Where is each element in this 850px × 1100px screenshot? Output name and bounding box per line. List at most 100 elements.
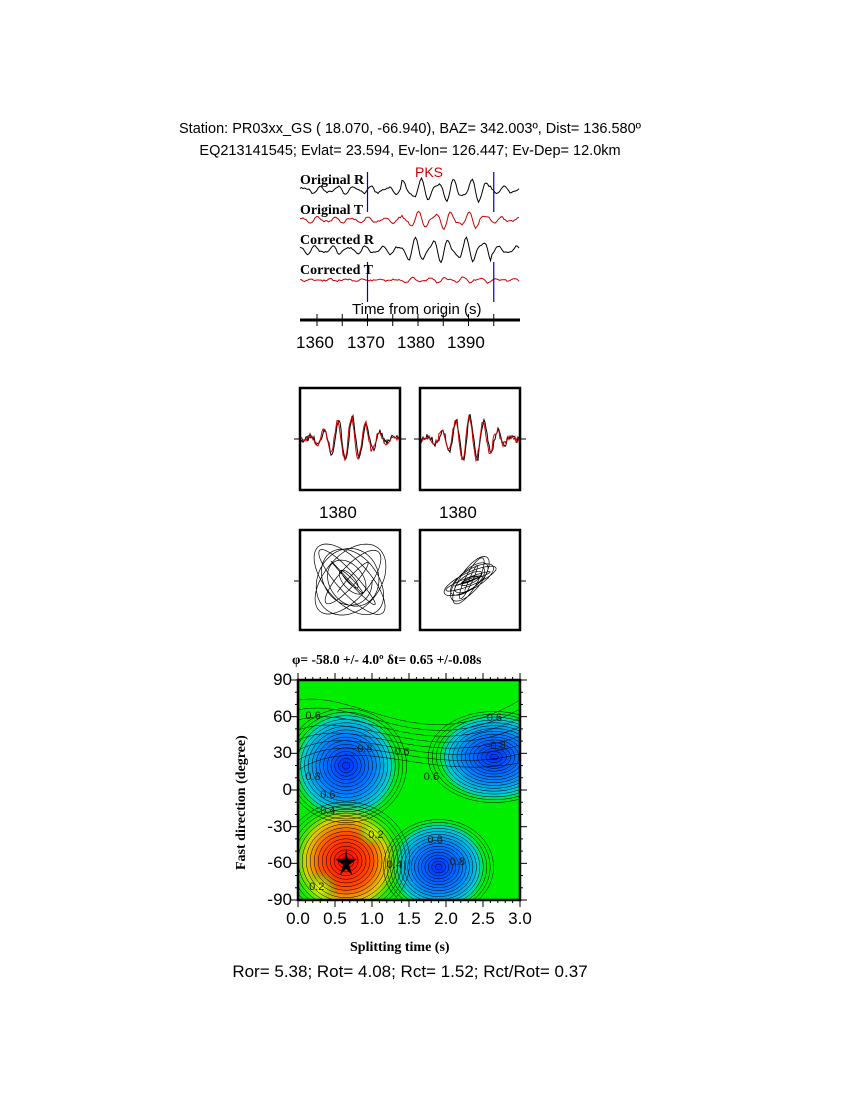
particle-motion-frame xyxy=(298,528,402,632)
contour-line xyxy=(440,719,520,795)
contour-line xyxy=(444,722,520,792)
y-tick-label: 0 xyxy=(282,780,292,799)
station-info: Station: PR03xx_GS ( 18.070, -66.940), B… xyxy=(179,121,641,137)
y-tick-label: -30 xyxy=(267,816,292,836)
y-tick-label: 30 xyxy=(273,743,292,763)
contour-line xyxy=(421,851,457,883)
panel-waveform xyxy=(299,415,401,461)
contour-label: 0.6 xyxy=(486,712,502,725)
contour-label: 0.6 xyxy=(423,770,440,783)
time-axis-label: Time from origin (s) xyxy=(352,301,482,318)
contour-label: 0.8 xyxy=(490,740,506,753)
contour-label: 0.6 xyxy=(320,789,336,802)
contour-line xyxy=(298,740,520,755)
contour-line xyxy=(329,845,363,876)
contour-line xyxy=(298,716,520,737)
contour-blob xyxy=(388,817,489,900)
contour-line xyxy=(321,838,371,884)
contour-label: 0.4 xyxy=(386,858,403,871)
contour-line xyxy=(298,698,520,725)
contour-line xyxy=(410,843,467,891)
contour-line xyxy=(431,860,446,874)
x-tick-label: 2.0 xyxy=(434,909,458,928)
contour-line xyxy=(338,758,354,773)
contour-line xyxy=(427,711,520,803)
x-tick-label: 3.0 xyxy=(508,909,532,928)
contour-line xyxy=(305,823,387,898)
trace-0 xyxy=(299,176,520,204)
contour-line xyxy=(325,842,367,880)
time-tick-1390: 1390 xyxy=(447,333,485,352)
trace-label-corrected-t: Corrected T xyxy=(300,263,373,278)
contour-blob xyxy=(302,869,339,900)
contour-line xyxy=(489,753,499,761)
contour-label: 0.6 xyxy=(305,709,321,722)
seismogram-traces xyxy=(299,172,520,326)
contour-line xyxy=(456,731,520,783)
x-tick-label: 1.5 xyxy=(397,909,421,928)
y-axis-label: Fast direction (degree) xyxy=(234,735,249,870)
contour-label: 0.4 xyxy=(320,805,336,817)
contour-label: 0.8 xyxy=(305,770,321,783)
contour-line xyxy=(308,729,385,802)
contour-line xyxy=(403,837,474,897)
contour-label: 0.8 xyxy=(449,856,465,869)
contour-line xyxy=(390,825,487,900)
panel-tick-right: 1380 xyxy=(439,503,477,522)
contour-line xyxy=(298,801,411,900)
y-tick-label: -90 xyxy=(267,890,292,910)
contour-label: 0.6 xyxy=(427,834,443,847)
contour-line xyxy=(473,742,515,772)
waveform-panel-frame xyxy=(418,386,522,492)
contour-line xyxy=(298,724,520,743)
trace-3 xyxy=(299,276,520,284)
contour-line xyxy=(300,722,392,809)
time-tick-1360: 1360 xyxy=(296,333,334,352)
x-axis-label: Splitting time (s) xyxy=(350,940,450,955)
contour-line xyxy=(298,754,520,771)
panel-waveform xyxy=(419,414,521,462)
contour-label: 0.8 xyxy=(357,742,373,755)
contour-line xyxy=(317,834,375,887)
ratio-summary: Ror= 5.38; Rot= 4.08; Rct= 1.52; Rct/Rot… xyxy=(232,962,588,981)
contour-line xyxy=(464,736,520,778)
x-tick-label: 2.5 xyxy=(471,909,495,928)
contour-axes xyxy=(291,673,527,907)
x-tick-label: 0.0 xyxy=(286,909,310,928)
x-tick-label: 0.5 xyxy=(323,909,347,928)
contour-line xyxy=(342,761,351,770)
contour-map xyxy=(298,680,520,900)
contour-label: 0.6 xyxy=(394,746,410,759)
contour-line xyxy=(298,747,520,761)
contour-label: 0.2 xyxy=(368,829,384,842)
contour-line xyxy=(393,828,484,900)
contour-label: 0.2 xyxy=(309,880,325,893)
particle-motion xyxy=(313,543,387,616)
contour-line xyxy=(298,809,403,900)
contour-line xyxy=(298,812,399,900)
contour-line xyxy=(424,854,453,880)
panel-tick-left: 1380 xyxy=(319,503,357,522)
contour-line xyxy=(313,831,379,891)
contour-line xyxy=(326,747,366,784)
contour-blob xyxy=(434,709,520,805)
trace-2 xyxy=(299,236,520,264)
contour-line xyxy=(460,733,520,781)
contour-line xyxy=(448,725,520,789)
contour-line xyxy=(431,714,520,800)
contour-line xyxy=(330,751,362,781)
event-info: EQ213141545; Evlat= 23.594, Ev-lon= 126.… xyxy=(199,143,621,159)
trace-1 xyxy=(300,210,520,231)
time-tick-1370: 1370 xyxy=(347,333,385,352)
waveform-panels xyxy=(294,386,526,632)
contour-line xyxy=(434,863,443,871)
waveform-panel-frame xyxy=(298,386,402,492)
trace-label-corrected-r: Corrected R xyxy=(300,233,374,248)
contour-line xyxy=(298,708,407,823)
time-tick-1380: 1380 xyxy=(397,333,435,352)
phase-label: PKS xyxy=(415,164,444,180)
x-tick-label: 1.0 xyxy=(360,909,384,928)
contour-line xyxy=(315,736,377,795)
y-tick-label: 90 xyxy=(273,670,292,689)
